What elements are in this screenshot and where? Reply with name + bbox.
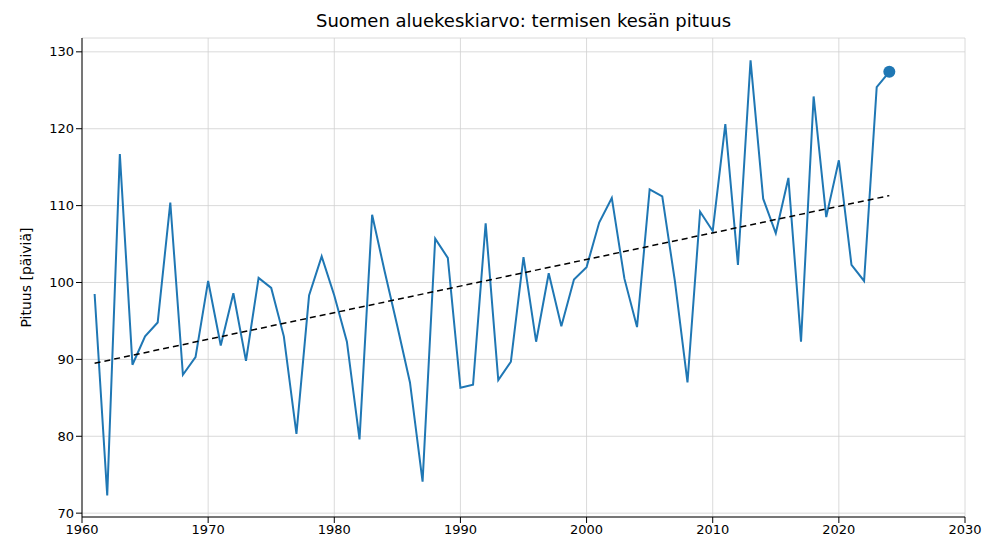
svg-text:2010: 2010 <box>696 522 729 537</box>
svg-text:130: 130 <box>49 44 74 59</box>
svg-text:2000: 2000 <box>570 522 603 537</box>
svg-text:1990: 1990 <box>444 522 477 537</box>
svg-text:2020: 2020 <box>822 522 855 537</box>
svg-text:2030: 2030 <box>948 522 981 537</box>
svg-text:70: 70 <box>57 506 74 521</box>
svg-text:110: 110 <box>49 198 74 213</box>
svg-text:120: 120 <box>49 121 74 136</box>
svg-text:1960: 1960 <box>65 522 98 537</box>
svg-text:90: 90 <box>57 352 74 367</box>
svg-text:80: 80 <box>57 429 74 444</box>
svg-text:1980: 1980 <box>318 522 351 537</box>
svg-text:100: 100 <box>49 275 74 290</box>
html-text:Suomen aluekeskiarvo: termisen: Suomen aluekeskiarvo: termisen kesän pit… <box>316 10 731 31</box>
svg-text:Pituus [päiviä]: Pituus [päiviä] <box>18 227 34 327</box>
svg-text:1970: 1970 <box>192 522 225 537</box>
